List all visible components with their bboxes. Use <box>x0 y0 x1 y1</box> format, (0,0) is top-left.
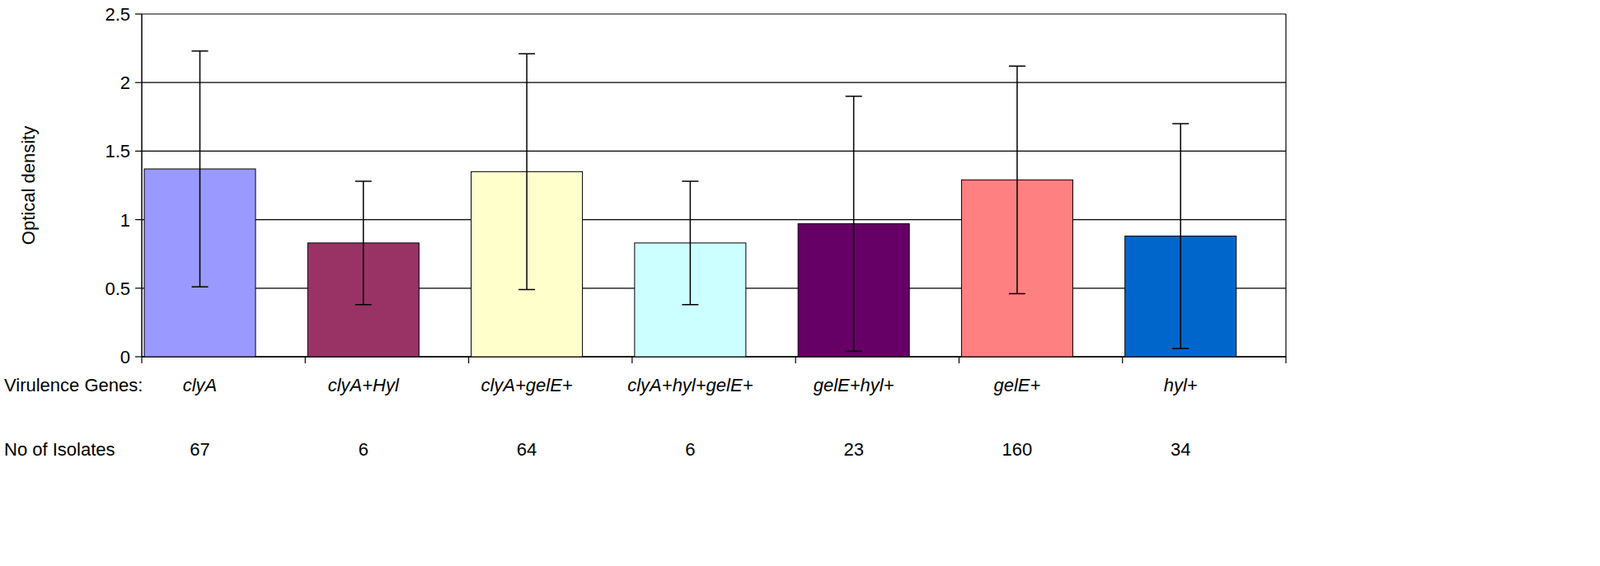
chart: 0 0.5 1 1.5 2 2.5 Optical density clyA 67 clyA+Hy… <box>0 0 1600 566</box>
x-tick-label: hyl+ <box>1163 375 1198 396</box>
x-tick <box>631 356 633 364</box>
isolate-count: 160 <box>1002 439 1033 460</box>
y-tick <box>135 82 142 84</box>
error-bar <box>1172 123 1189 349</box>
isolates-label: No of Isolates <box>4 439 116 460</box>
x-tick-label: clyA+hyl+gelE+ <box>627 375 753 396</box>
error-line <box>853 96 855 352</box>
error-cap <box>681 180 699 183</box>
x-tick <box>795 356 797 364</box>
error-line <box>362 181 365 305</box>
bars <box>144 51 1237 357</box>
error-cap <box>355 304 372 306</box>
error-cap <box>192 50 209 52</box>
y-tick <box>135 150 142 152</box>
y-axis <box>140 14 143 357</box>
error-line <box>1179 123 1182 349</box>
error-line <box>199 51 202 287</box>
error-cap <box>192 286 209 288</box>
isolate-count: 6 <box>685 439 695 460</box>
y-tick-label: 0 <box>120 347 131 368</box>
error-bar <box>192 51 209 287</box>
x-tick-label: clyA+gelE+ <box>480 375 573 396</box>
isolate-count: 6 <box>358 439 369 460</box>
grid-line <box>141 219 1286 221</box>
error-cap <box>681 304 699 306</box>
isolate-count: 34 <box>1170 439 1191 460</box>
error-bar <box>681 181 699 305</box>
error-cap <box>1008 65 1026 67</box>
error-cap <box>355 180 372 183</box>
y-tick-label: 2 <box>120 72 131 94</box>
x-tick <box>1285 356 1286 364</box>
y-tick-label: 1.5 <box>104 140 131 162</box>
grid-line <box>141 82 1286 84</box>
x-tick-label: clyA <box>182 375 218 396</box>
x-tick <box>304 356 306 364</box>
x-tick <box>468 356 470 364</box>
error-cap <box>1172 122 1189 125</box>
x-tick <box>1121 356 1123 364</box>
y-tick <box>135 287 142 289</box>
y-tick <box>135 13 142 15</box>
y-tick <box>135 356 142 357</box>
isolate-count: 67 <box>189 439 210 460</box>
error-cap <box>518 289 535 291</box>
y-axis-label: Optical density <box>18 126 39 245</box>
error-line <box>1016 65 1019 294</box>
error-bar <box>845 96 863 352</box>
grid-line <box>141 13 1286 15</box>
error-cap <box>845 351 863 353</box>
x-tick-label: gelE+ <box>993 375 1041 396</box>
x-tick <box>958 356 960 364</box>
isolate-count: 23 <box>843 439 864 460</box>
y-tick-label: 2.5 <box>104 4 131 25</box>
error-line <box>525 53 528 290</box>
error-cap <box>1172 347 1189 350</box>
error-bar <box>518 53 535 290</box>
y-tick-label: 0.5 <box>104 278 131 300</box>
error-bar <box>355 181 372 305</box>
x-axis-label: Virulence Genes: <box>4 375 143 396</box>
error-bar <box>1008 65 1026 294</box>
x-tick-label: clyA+Hyl <box>328 375 400 396</box>
y-tick <box>135 219 142 221</box>
x-tick <box>140 356 142 364</box>
y-tick-label: 1 <box>120 210 131 231</box>
error-cap <box>845 95 863 98</box>
grid-line <box>141 150 1286 152</box>
plot-frame <box>1285 14 1286 357</box>
error-cap <box>518 53 535 56</box>
error-cap <box>1008 293 1026 296</box>
error-line <box>689 181 692 305</box>
isolate-count: 64 <box>516 439 537 460</box>
x-tick-label: gelE+hyl+ <box>813 375 895 396</box>
